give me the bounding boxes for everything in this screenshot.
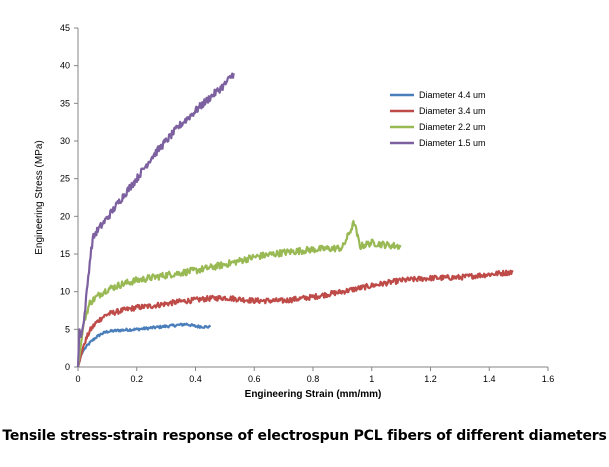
- x-tick-label: 0.8: [307, 374, 320, 384]
- y-tick-label: 5: [65, 324, 70, 334]
- x-axis-title: Engineering Strain (mm/mm): [245, 389, 382, 400]
- x-tick-label: 0.4: [189, 374, 202, 384]
- y-tick-label: 40: [60, 61, 70, 71]
- y-tick-label: 10: [60, 287, 70, 297]
- y-tick-label: 0: [65, 362, 70, 372]
- x-tick-label: 0: [75, 374, 80, 384]
- x-tick-label: 1.2: [424, 374, 437, 384]
- series-line-3: [76, 220, 402, 368]
- y-tick-label: 20: [60, 211, 70, 221]
- legend-label: Diameter 1.5 um: [419, 138, 486, 148]
- legend-label: Diameter 2.2 um: [419, 122, 486, 132]
- y-tick-label: 35: [60, 98, 70, 108]
- y-tick-label: 45: [60, 23, 70, 33]
- x-tick-label: 0.6: [248, 374, 261, 384]
- y-axis-title: Engineering Stress (MPa): [34, 140, 45, 255]
- series-line-1: [76, 322, 212, 368]
- legend-label: Diameter 3.4 um: [419, 106, 486, 116]
- y-tick-label: 25: [60, 174, 70, 184]
- series-line-2: [76, 269, 514, 368]
- figure-caption: Tensile stress-strain response of electr…: [2, 428, 607, 444]
- chart-svg: 0 5 10 15 20 25 30 35 40 45 0 0.2 0.4 0.6 0.8 1 1.2 1.4 1.…: [34, 23, 555, 400]
- chart: 0 5 10 15 20 25 30 35 40 45 0 0.2 0.4 0.6 0.8 1 1.2 1.4 1.…: [34, 23, 555, 400]
- y-tick-label: 15: [60, 249, 70, 259]
- series-line-4: [76, 72, 235, 368]
- x-tick-label: 0.2: [130, 374, 143, 384]
- x-tick-label: 1.4: [483, 374, 496, 384]
- x-tick-label: 1: [369, 374, 374, 384]
- y-tick-label: 30: [60, 136, 70, 146]
- x-tick-label: 1.6: [542, 374, 555, 384]
- legend-label: Diameter 4.4 um: [419, 90, 486, 100]
